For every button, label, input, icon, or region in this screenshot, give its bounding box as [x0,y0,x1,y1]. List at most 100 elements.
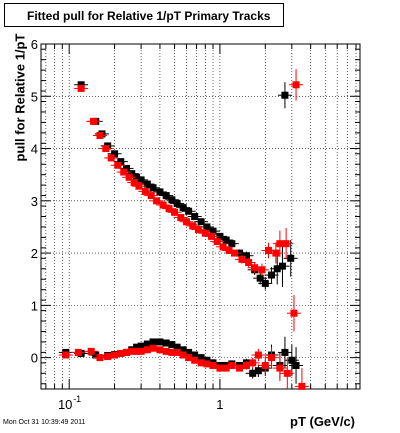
marker-square [185,354,193,362]
data-point [279,228,294,260]
marker-square [197,354,205,362]
data-point [289,69,304,101]
y-tick-label: 5 [31,89,38,104]
marker-square [74,348,82,356]
data-point [204,232,219,240]
data-point [140,180,155,188]
data-point [258,357,273,374]
marker-square [156,346,164,354]
marker-square [251,264,259,272]
marker-square [177,214,185,222]
marker-square [77,84,85,92]
marker-square [292,81,300,89]
x-axis-label: pT (GeV/c) [290,414,356,429]
chart-title: Fitted pull for Relative 1/pT Primary Tr… [27,9,271,23]
marker-square [254,351,262,359]
y-axis-label: pull for Relative 1/pT [12,33,28,162]
marker-square [213,238,221,246]
marker-square [261,279,269,287]
data-point [138,187,153,195]
marker-square [298,382,306,390]
marker-square [197,359,205,367]
marker-square [135,182,143,190]
marker-square [238,255,246,263]
data-point [127,179,142,187]
data-point [179,218,194,226]
marker-square [171,208,179,216]
data-point [110,161,125,169]
marker-square [242,252,250,260]
marker-square [149,184,157,192]
data-point [187,213,202,220]
data-point [254,263,269,277]
marker-square [222,236,230,244]
y-tick-label: 1 [31,298,38,313]
data-point [219,236,234,244]
data-point [167,208,182,216]
marker-square [225,246,233,254]
marker-square [111,150,119,158]
marker-square [130,179,138,187]
marker-square [216,232,224,240]
marker-square [162,339,170,347]
y-axis-ticks: 0 1 2 3 4 5 6 [31,37,360,385]
data-point [224,240,239,248]
marker-square [191,351,199,359]
marker-square [92,351,100,359]
data-point [181,207,196,215]
marker-square [107,154,115,162]
marker-square [102,145,110,153]
marker-square [162,192,170,200]
marker-square [209,227,217,235]
y-tick-label: 0 [31,351,38,366]
data-point [98,145,113,153]
marker-square [153,197,161,205]
x-tick-label: 10 [58,397,72,412]
data-point [152,188,167,196]
data-point [170,199,185,207]
data-point [194,218,209,226]
data-point [199,223,214,231]
data-point [116,168,131,176]
marker-square [203,360,211,368]
data-point [159,192,174,200]
marker-square [208,232,216,240]
marker-square [179,346,187,354]
marker-square [203,223,211,231]
marker-square [165,205,173,213]
data-point [104,154,119,162]
data-point [241,257,256,268]
marker-square [254,367,262,375]
marker-square [96,354,104,362]
marker-square [228,361,236,369]
data-point [146,184,161,192]
marker-square [281,91,289,99]
marker-square [179,204,187,212]
marker-square [141,187,149,195]
marker-square [123,164,131,172]
marker-square [268,354,276,362]
marker-square [87,347,95,355]
marker-square [249,359,257,367]
marker-square [168,341,176,349]
marker-square [143,180,151,188]
data-point [191,226,206,234]
timestamp: Mon Oct 31 10:39:49 2011 [3,419,86,426]
data-point [176,204,191,212]
marker-square [173,199,181,207]
marker-square [159,201,167,209]
marker-square [156,188,164,196]
marker-square [222,364,230,372]
marker-square [96,131,104,139]
data-point [131,182,146,190]
marker-square [179,351,187,359]
marker-square [62,351,70,359]
marker-square [173,343,181,351]
marker-square [194,226,202,234]
data-point [286,294,301,332]
marker-square [288,356,296,364]
marker-square [283,369,291,377]
marker-square [117,158,125,166]
marker-square [133,173,141,181]
